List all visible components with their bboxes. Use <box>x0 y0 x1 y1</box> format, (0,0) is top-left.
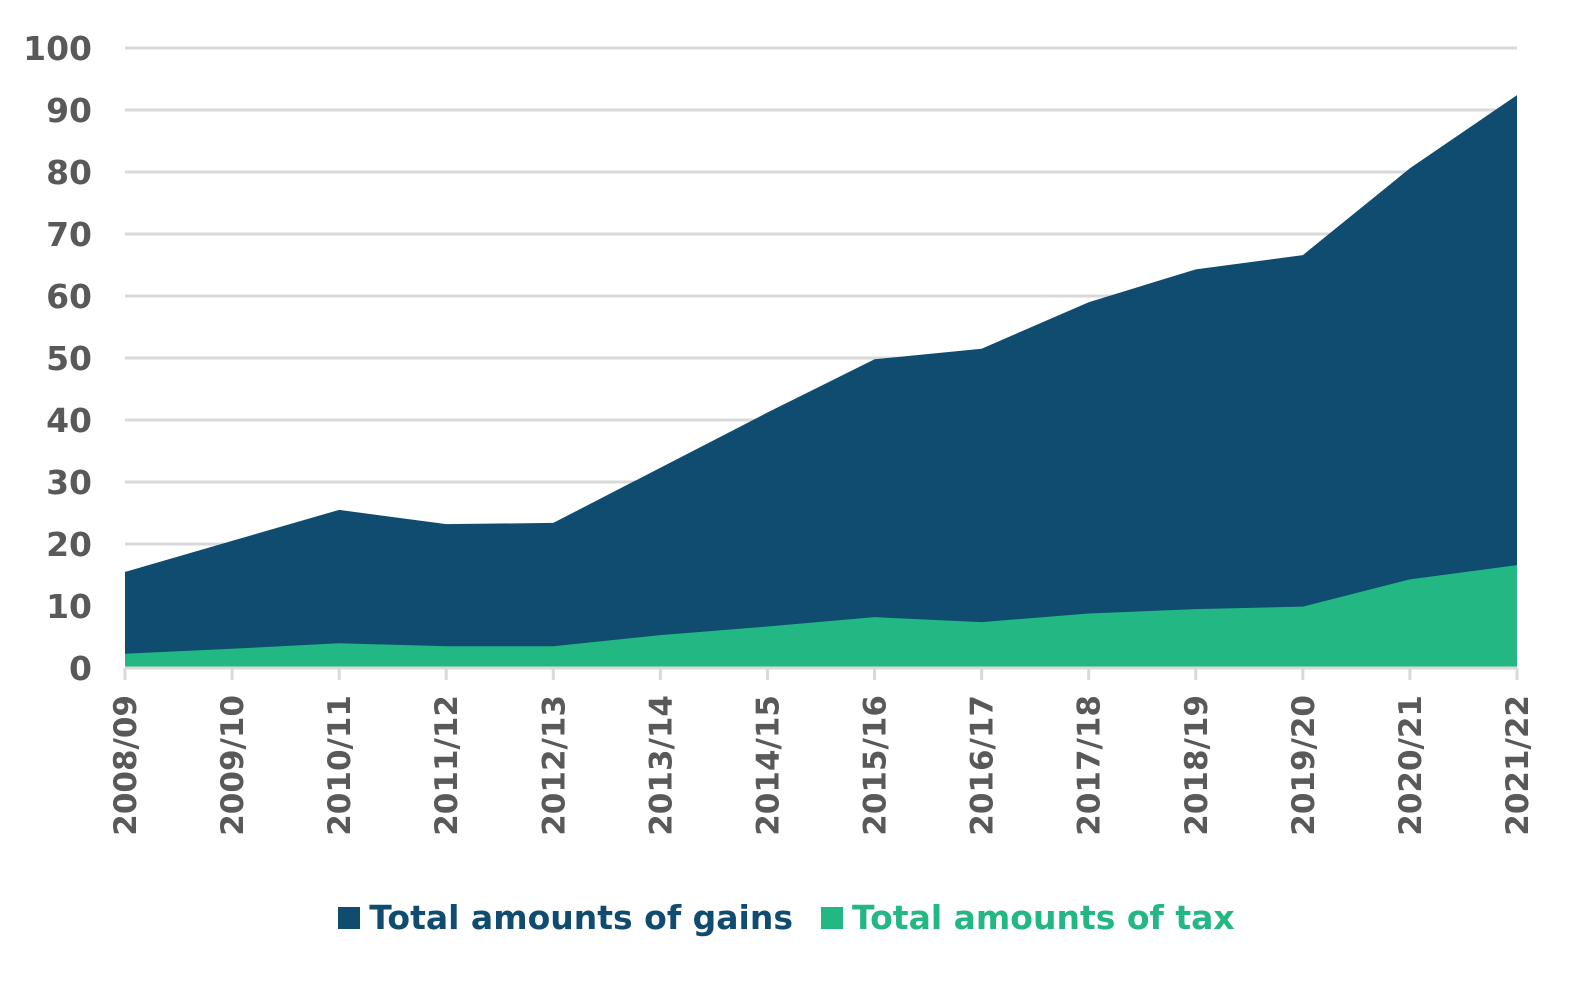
y-tick-label: 50 <box>46 339 92 378</box>
y-tick-label: 100 <box>23 29 92 68</box>
x-tick-label: 2018/19 <box>1179 695 1215 836</box>
y-tick-label: 90 <box>46 91 92 130</box>
x-tick-label: 2010/11 <box>322 695 358 836</box>
x-tick-label: 2012/13 <box>536 695 572 836</box>
x-tick-label: 2008/09 <box>108 695 144 836</box>
x-tick-label: 2017/18 <box>1072 695 1108 836</box>
area-gains <box>125 95 1517 669</box>
legend-swatch-gains <box>338 906 361 929</box>
y-tick-label: 70 <box>46 215 92 254</box>
x-tick-label: 2009/10 <box>215 695 251 836</box>
y-tick-label: 60 <box>46 277 92 316</box>
series-areas <box>125 95 1517 669</box>
x-tick-label: 2021/22 <box>1500 695 1536 836</box>
legend-item-gains: Total amounts of gains <box>338 898 793 937</box>
y-tick-labels: 0 10 20 30 40 50 60 70 80 90 100 <box>23 29 92 688</box>
legend-swatch-tax <box>821 906 843 929</box>
x-tick-label: 2015/16 <box>858 695 894 836</box>
y-tick-label: 10 <box>46 587 92 626</box>
legend-label-tax: Total amounts of tax <box>852 898 1235 937</box>
legend-label-gains: Total amounts of gains <box>369 898 793 937</box>
y-tick-label: 80 <box>46 153 92 192</box>
x-tick-label: 2013/14 <box>643 695 679 836</box>
y-tick-label: 20 <box>46 525 92 564</box>
legend: Total amounts of gains Total amounts of … <box>0 898 1573 937</box>
area-tax <box>125 565 1517 668</box>
x-tick-label: 2020/21 <box>1393 695 1429 836</box>
x-axis <box>123 666 1519 680</box>
x-tick-labels: 2008/09 2009/10 2010/11 2011/12 2012/13 2013/… <box>108 695 1536 836</box>
x-tick-label: 2011/12 <box>429 695 465 836</box>
y-tick-label: 0 <box>69 649 92 688</box>
legend-item-tax: Total amounts of tax <box>821 898 1235 937</box>
y-tick-label: 30 <box>46 463 92 502</box>
x-tick-label: 2019/20 <box>1286 695 1322 836</box>
x-tick-label: 2014/15 <box>750 695 786 836</box>
x-tick-label: 2016/17 <box>965 695 1001 836</box>
y-tick-label: 40 <box>46 401 92 440</box>
